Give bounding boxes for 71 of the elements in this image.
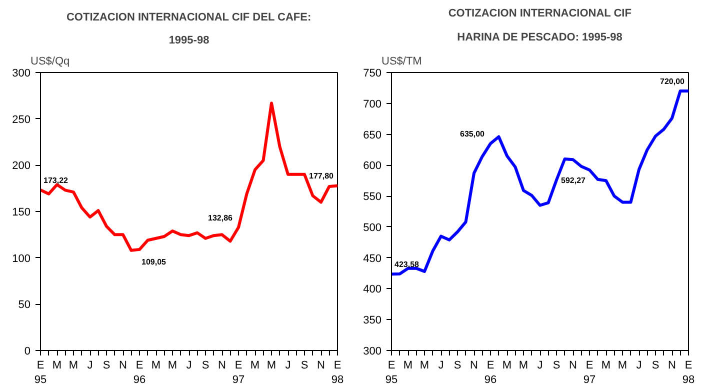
y-tick-label: 150 — [12, 206, 31, 218]
x-tick-label: N — [218, 360, 226, 372]
x-tick-label: E 96 — [484, 360, 497, 386]
x-tick-label: S — [300, 360, 308, 372]
y-tick-label: 650 — [363, 129, 382, 142]
x-tick-label: S — [202, 360, 210, 372]
x-tick-label: S — [652, 360, 660, 372]
annotation: 635,00 — [460, 130, 486, 139]
x-tick-label: N — [119, 360, 128, 372]
x-tick-label: E 96 — [133, 360, 146, 386]
x-tick-label: E 98 — [331, 360, 344, 386]
y-tick-label: 300 — [363, 346, 382, 358]
x-tick-label: J — [186, 360, 192, 372]
x-tick-label: J — [87, 360, 93, 372]
y-tick-label: 750 — [363, 68, 382, 80]
chart-title: COTIZACION INTERNACIONAL CIF DEL CAFE: — [66, 12, 312, 24]
x-tick-label: E 97 — [583, 360, 596, 386]
annotation: 423,58 — [394, 260, 420, 270]
y-tick-label: 50 — [18, 299, 31, 312]
x-tick-label: J — [636, 360, 642, 372]
x-tick-label: J — [537, 360, 543, 372]
x-tick-label: E 97 — [232, 360, 245, 386]
x-tick-label: J — [438, 360, 444, 372]
x-tick-label: J — [285, 360, 291, 372]
x-tick-label: M — [502, 360, 512, 372]
x-tick-label: N — [668, 360, 676, 372]
x-tick-label: E 98 — [682, 360, 695, 386]
y-tick-label: 0 — [24, 346, 31, 358]
chart-subtitle: HARINA DE PESCADO: 1995-98 — [457, 32, 622, 44]
y-tick-label: 700 — [363, 98, 382, 110]
y-tick-label: 350 — [363, 314, 382, 327]
y-axis-title: US$/Qq — [30, 56, 70, 68]
x-tick-label: E 95 — [385, 360, 398, 386]
line-series — [40, 102, 338, 252]
y-tick-label: 200 — [12, 160, 31, 172]
y-tick-label: 400 — [363, 284, 382, 296]
line-series — [392, 90, 688, 276]
y-tick-label: 450 — [363, 252, 382, 265]
y-axis-title: US$/TM — [382, 56, 422, 68]
x-tick-label: M — [618, 360, 628, 372]
annotation: 177,80 — [309, 172, 334, 181]
x-tick-label: N — [569, 360, 578, 372]
annotation: 592,27 — [561, 176, 586, 185]
x-tick-label: N — [470, 360, 478, 372]
x-tick-label: M — [601, 360, 611, 372]
chart-subtitle: 1995-98 — [168, 34, 210, 46]
x-tick-label: M — [168, 360, 178, 372]
annotation: 720,00 — [660, 77, 686, 86]
x-tick-label: M — [518, 360, 528, 372]
x-tick-label: M — [403, 360, 413, 372]
x-tick-label: M — [420, 360, 430, 372]
x-tick-label: M — [266, 360, 276, 372]
y-tick-label: 250 — [12, 114, 31, 126]
annotation: 173,22 — [44, 176, 69, 185]
chart-title: COTIZACION INTERNACIONAL CIF — [448, 8, 632, 20]
y-tick-label: 600 — [363, 160, 382, 172]
x-tick-label: M — [151, 360, 161, 372]
annotation: 132,86 — [208, 213, 234, 222]
x-tick-label: M — [52, 360, 62, 372]
x-tick-label: N — [317, 360, 326, 372]
x-tick-label: S — [102, 360, 110, 372]
annotation: 109,05 — [142, 257, 167, 266]
y-tick-label: 300 — [12, 68, 31, 80]
y-tick-label: 550 — [363, 191, 382, 204]
y-tick-label: 500 — [363, 222, 382, 234]
x-tick-label: M — [250, 360, 260, 372]
y-tick-label: 100 — [12, 252, 31, 265]
x-tick-label: S — [552, 360, 560, 372]
x-tick-label: M — [68, 360, 78, 372]
x-tick-label: S — [454, 360, 462, 372]
x-tick-label: E 95 — [34, 360, 47, 386]
